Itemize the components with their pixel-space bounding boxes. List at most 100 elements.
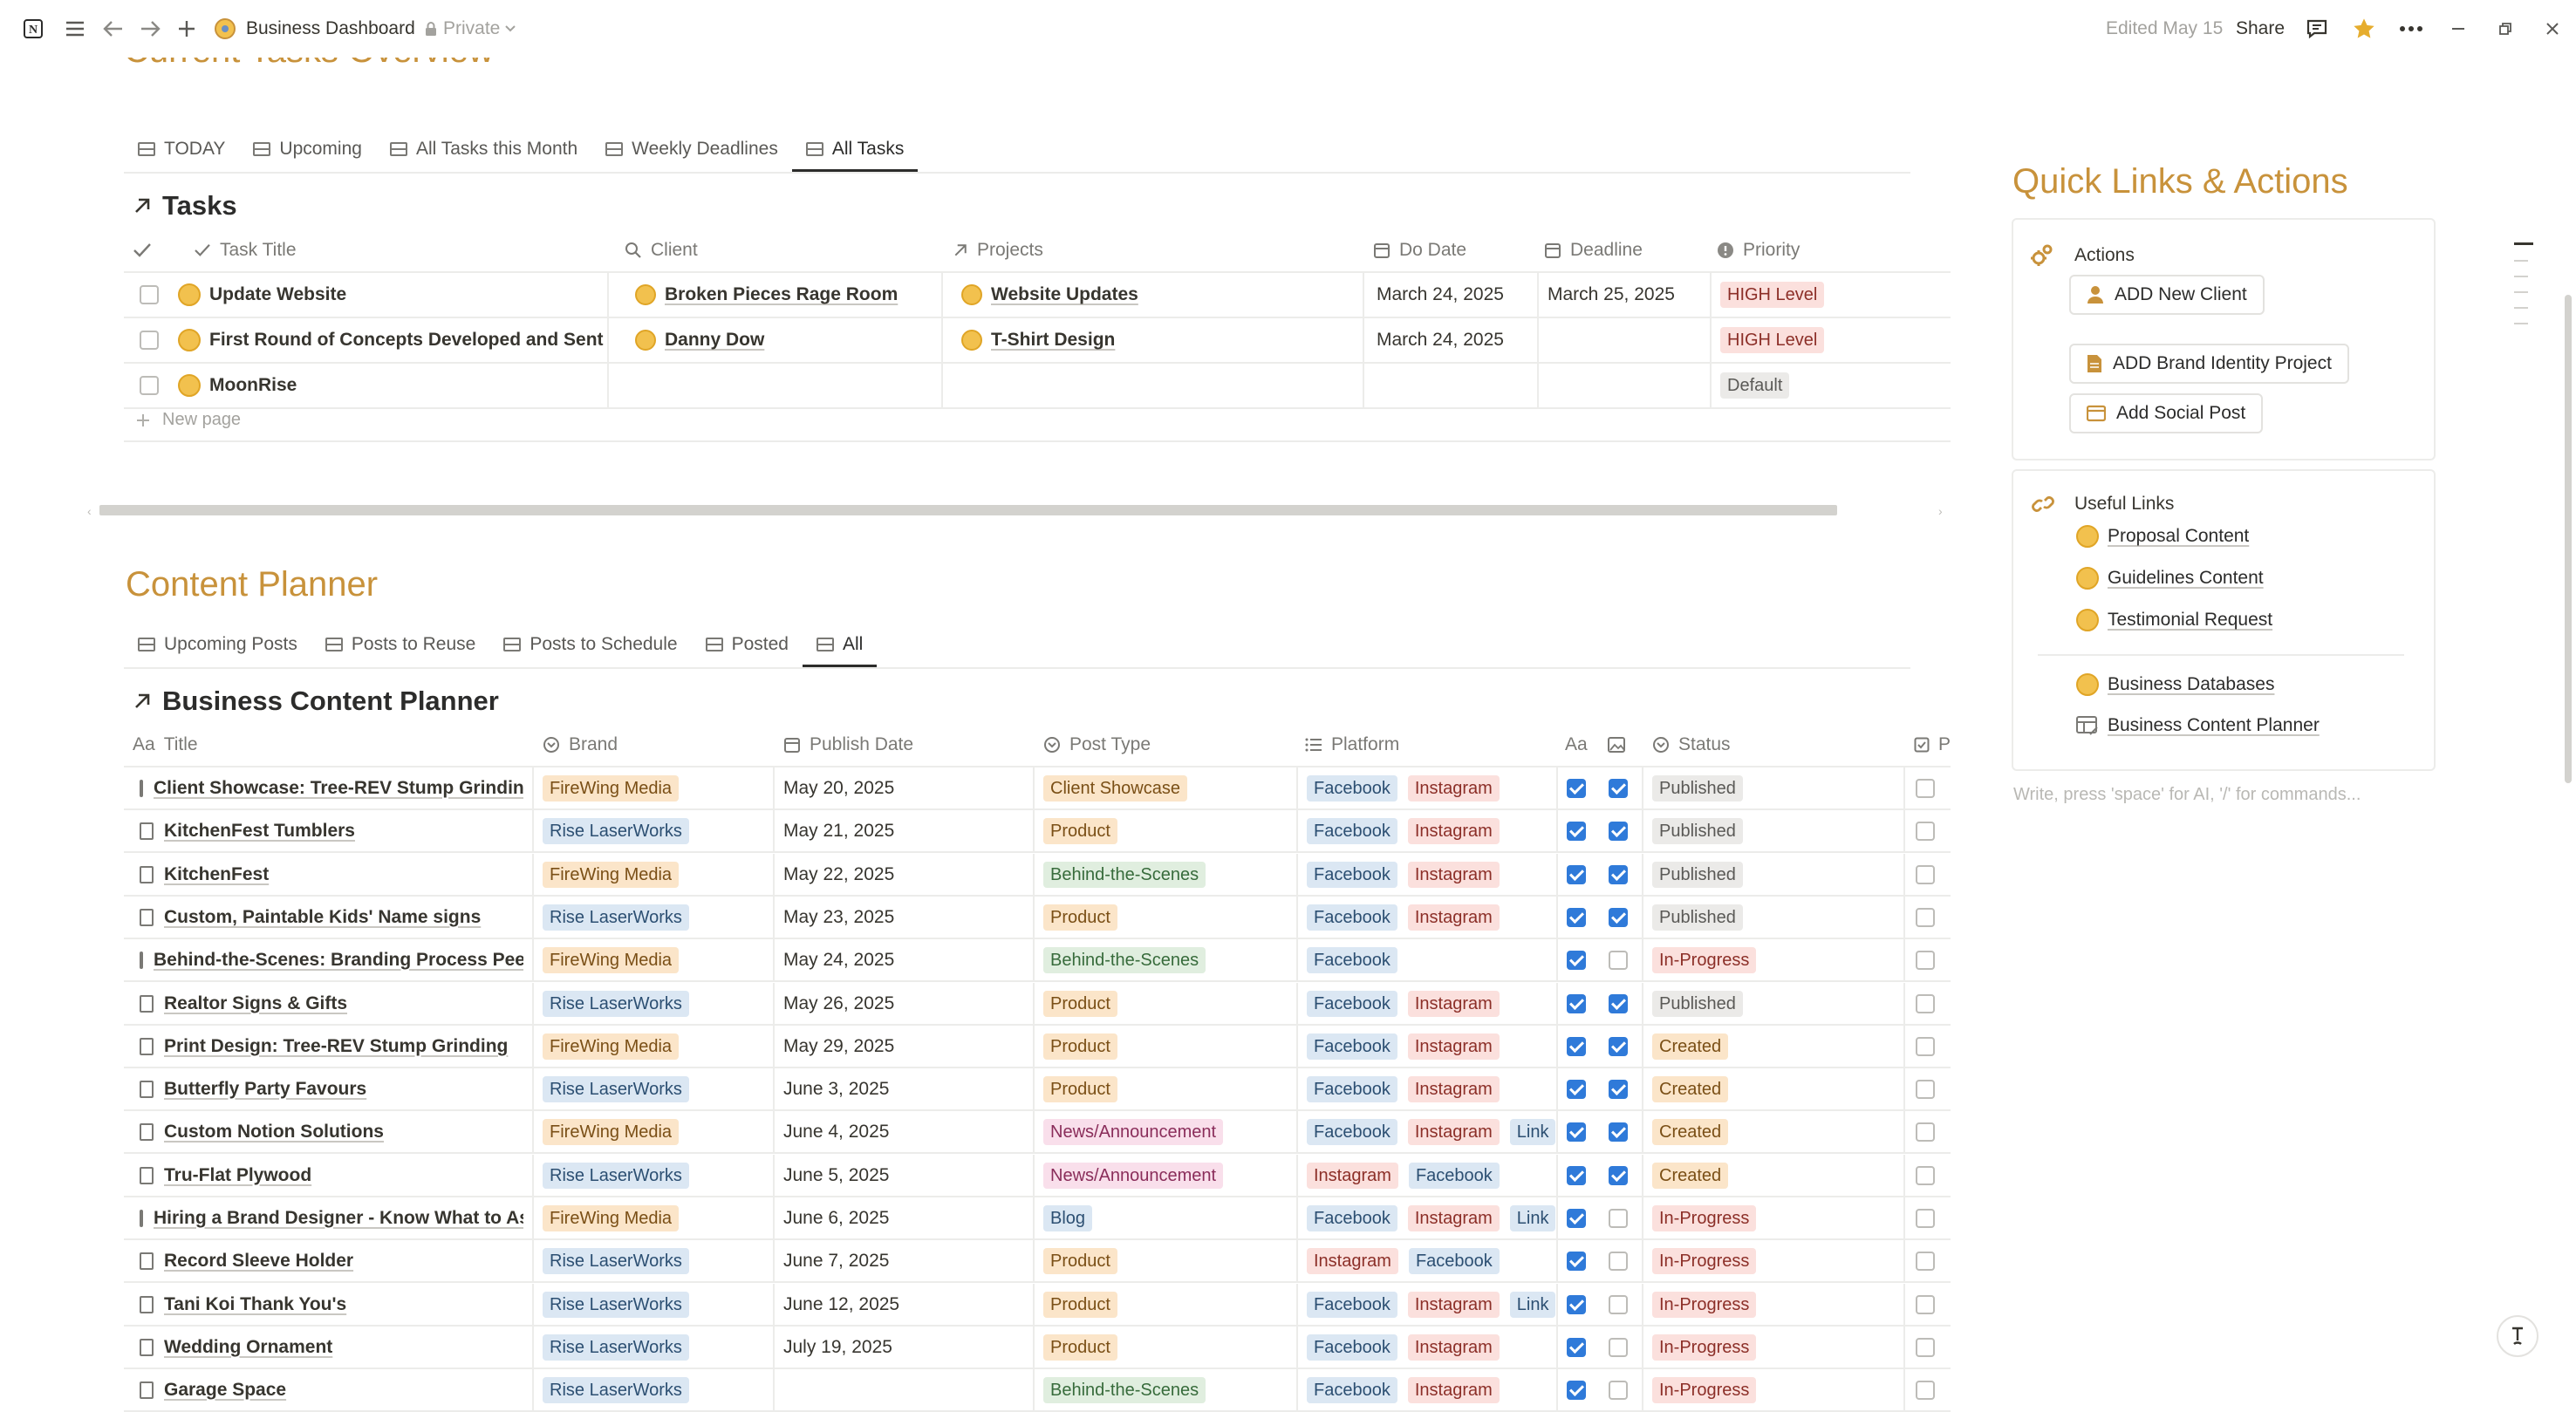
platform-cell[interactable]: Facebook Instagram — [1307, 897, 1556, 938]
status-cell[interactable]: Created — [1652, 1155, 1896, 1196]
col-publish-date[interactable]: Publish Date — [783, 724, 1010, 766]
post-title-cell[interactable]: Behind-the-Scenes: Branding Process Peek — [140, 939, 523, 980]
post-title-cell[interactable]: KitchenFest — [140, 854, 523, 895]
check-column-last[interactable] — [1916, 1369, 1951, 1410]
brand-cell[interactable]: Rise LaserWorks — [543, 1327, 769, 1368]
platform-cell[interactable]: Facebook — [1307, 939, 1556, 980]
post-type-cell[interactable]: Product — [1043, 1068, 1296, 1109]
post-type-cell[interactable]: Product — [1043, 1284, 1296, 1325]
check-column-last[interactable] — [1916, 1111, 1951, 1152]
publish-date-cell[interactable]: May 26, 2025 — [783, 992, 895, 1013]
tab-posts-to-schedule[interactable]: Posts to Schedule — [489, 624, 691, 665]
project-cell[interactable]: Website Updates — [953, 273, 1371, 317]
post-type-cell[interactable]: Client Showcase — [1043, 767, 1296, 808]
toc-mark[interactable] — [2514, 291, 2528, 293]
publish-date-cell[interactable]: May 21, 2025 — [783, 820, 895, 841]
post-type-cell[interactable]: Product — [1043, 897, 1296, 938]
brand-cell[interactable]: Rise LaserWorks — [543, 983, 769, 1024]
publish-date-cell[interactable]: May 22, 2025 — [783, 863, 895, 884]
add-social-post-button[interactable]: Add Social Post — [2069, 393, 2264, 433]
check-column-1[interactable] — [1567, 1284, 1602, 1325]
check-column-last[interactable] — [1916, 1197, 1951, 1238]
post-type-cell[interactable]: Blog — [1043, 1197, 1296, 1238]
status-cell[interactable]: Created — [1652, 1026, 1896, 1067]
platform-cell[interactable]: Facebook Instagram — [1307, 1327, 1556, 1368]
platform-cell[interactable]: Instagram Facebook — [1307, 1240, 1556, 1281]
menu-icon[interactable] — [61, 15, 89, 43]
post-title-cell[interactable]: Custom Notion Solutions — [140, 1111, 523, 1152]
deadline-cell[interactable]: March 25, 2025 — [1548, 284, 1675, 304]
post-type-cell[interactable]: Product — [1043, 1240, 1296, 1281]
col-task-title[interactable]: Task Title — [194, 229, 717, 271]
scroll-left-icon[interactable]: ‹ — [87, 504, 92, 518]
brand-cell[interactable]: Rise LaserWorks — [543, 1068, 769, 1109]
task-title-cell[interactable]: First Round of Concepts Developed and Se… — [178, 318, 614, 362]
task-done-checkbox[interactable] — [140, 318, 174, 362]
tab-all-tasks-this-month[interactable]: All Tasks this Month — [376, 129, 591, 169]
vertical-scrollbar[interactable] — [2565, 295, 2572, 783]
check-column-1[interactable] — [1567, 897, 1602, 938]
status-cell[interactable]: Published — [1652, 897, 1896, 938]
check-column-1[interactable] — [1567, 1155, 1602, 1196]
brand-cell[interactable]: FireWing Media — [543, 854, 769, 895]
publish-date-cell[interactable]: May 29, 2025 — [783, 1035, 895, 1056]
check-column-1[interactable] — [1567, 939, 1602, 980]
check-column-last[interactable] — [1916, 939, 1951, 980]
tab-posted[interactable]: Posted — [692, 624, 803, 665]
check-column-2[interactable] — [1609, 767, 1643, 808]
task-title-cell[interactable]: MoonRise — [178, 364, 614, 407]
publish-date-cell[interactable]: June 12, 2025 — [783, 1293, 900, 1314]
platform-cell[interactable]: Instagram Facebook — [1307, 1155, 1556, 1196]
link-testimonial-request[interactable]: Testimonial Request — [2076, 609, 2272, 631]
toc-mark[interactable] — [2514, 307, 2528, 309]
post-type-cell[interactable]: Behind-the-Scenes — [1043, 1369, 1296, 1410]
deadline-cell[interactable] — [1548, 318, 1705, 362]
check-column-last[interactable] — [1916, 897, 1951, 938]
toc-mark[interactable] — [2514, 260, 2528, 262]
horizontal-scrollbar[interactable] — [99, 505, 1837, 515]
post-title-cell[interactable]: Hiring a Brand Designer - Know What to A… — [140, 1197, 523, 1238]
check-column-last[interactable] — [1916, 1327, 1951, 1368]
brand-cell[interactable]: Rise LaserWorks — [543, 810, 769, 851]
check-column-2[interactable] — [1609, 897, 1643, 938]
check-column-1[interactable] — [1567, 1369, 1602, 1410]
check-column-1[interactable] — [1567, 1240, 1602, 1281]
brand-cell[interactable]: Rise LaserWorks — [543, 1240, 769, 1281]
col-priority[interactable]: Priority — [1717, 229, 1926, 271]
check-column-2[interactable] — [1609, 1111, 1643, 1152]
status-cell[interactable]: Created — [1652, 1068, 1896, 1109]
col-projects[interactable]: Projects — [953, 229, 1354, 271]
brand-cell[interactable]: Rise LaserWorks — [543, 1284, 769, 1325]
link-proposal-content[interactable]: Proposal Content — [2076, 525, 2249, 548]
check-column-1[interactable] — [1567, 1327, 1602, 1368]
status-cell[interactable]: Published — [1652, 810, 1896, 851]
platform-cell[interactable]: Facebook Instagram Link — [1307, 1111, 1556, 1152]
tab-today[interactable]: TODAY — [124, 129, 239, 169]
new-page-plus-icon[interactable] — [173, 15, 201, 43]
check-column-2[interactable] — [1609, 1068, 1643, 1109]
tab-weekly-deadlines[interactable]: Weekly Deadlines — [591, 129, 792, 169]
brand-cell[interactable]: Rise LaserWorks — [543, 897, 769, 938]
post-type-cell[interactable]: News/Announcement — [1043, 1111, 1296, 1152]
client-cell[interactable]: Danny Dow — [625, 318, 958, 362]
post-title-cell[interactable]: Print Design: Tree-REV Stump Grinding — [140, 1026, 523, 1067]
check-column-last[interactable] — [1916, 854, 1951, 895]
platform-cell[interactable]: Facebook Instagram — [1307, 1068, 1556, 1109]
post-title-cell[interactable]: Realtor Signs & Gifts — [140, 983, 523, 1024]
write-placeholder[interactable]: Write, press 'space' for AI, '/' for com… — [2013, 785, 2361, 804]
client-cell[interactable]: Broken Pieces Rage Room — [625, 273, 958, 317]
select-all-check-icon[interactable] — [133, 229, 167, 271]
status-cell[interactable]: In-Progress — [1652, 1240, 1896, 1281]
col-do-date[interactable]: Do Date — [1373, 229, 1539, 271]
tasks-db-title[interactable]: Tasks — [133, 190, 237, 222]
publish-date-cell[interactable]: June 7, 2025 — [783, 1250, 890, 1271]
publish-date-cell[interactable]: June 6, 2025 — [783, 1207, 890, 1228]
link-business-databases[interactable]: Business Databases — [2076, 673, 2274, 696]
platform-cell[interactable]: Facebook Instagram — [1307, 1026, 1556, 1067]
check-column-1[interactable] — [1567, 1111, 1602, 1152]
post-type-cell[interactable]: Behind-the-Scenes — [1043, 939, 1296, 980]
post-type-cell[interactable]: Product — [1043, 810, 1296, 851]
deadline-cell[interactable] — [1548, 364, 1705, 407]
check-column-2[interactable] — [1609, 1327, 1643, 1368]
post-title-cell[interactable]: Wedding Ornament — [140, 1327, 523, 1368]
